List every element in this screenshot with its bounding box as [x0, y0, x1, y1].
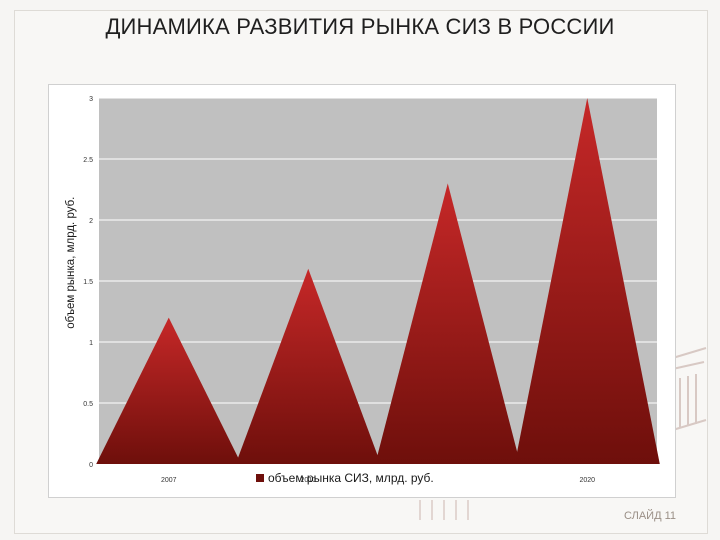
y-tick-label: 2.5 — [83, 157, 93, 164]
y-tick-label: 3 — [89, 96, 93, 103]
peak-2010 — [235, 268, 381, 464]
x-tick-label: 2020 — [579, 477, 595, 484]
x-tick-label: 2010 — [300, 477, 316, 484]
y-axis-title: объем рынка, млрд. руб. — [65, 197, 77, 329]
peak-2015 — [375, 183, 521, 464]
peak-2007 — [96, 317, 242, 464]
y-tick-label: 1 — [89, 340, 93, 347]
y-tick-label: 0 — [89, 462, 93, 469]
chart-svg: 0 0.5 1 1.5 2 2.5 3 объем рынка, млрд. руб. 2007… — [65, 96, 660, 485]
legend-label: объем рынка СИЗ, млрд. руб. — [268, 471, 434, 485]
slide-title: ДИНАМИКА РАЗВИТИЯ РЫНКА СИЗ В РОССИИ — [105, 14, 615, 39]
y-tick-label: 1.5 — [83, 279, 93, 286]
y-tick-label: 0.5 — [83, 401, 93, 408]
chart-container: 0 0.5 1 1.5 2 2.5 3 объем рынка, млрд. руб. 2007… — [48, 84, 676, 498]
legend-swatch — [256, 474, 264, 482]
x-tick-label: 2007 — [161, 477, 177, 484]
decorative-columns-graphic — [419, 500, 469, 520]
y-tick-label: 2 — [89, 218, 93, 225]
slide-number: СЛАЙД 11 — [624, 510, 676, 522]
peak-2020 — [514, 98, 660, 464]
